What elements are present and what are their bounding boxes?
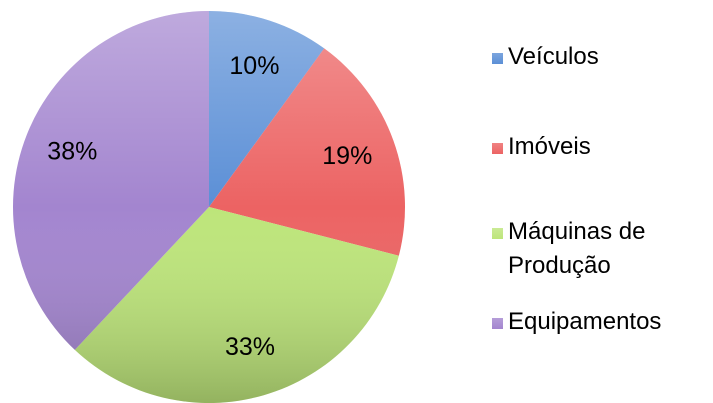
legend-label: Máquinas de Produção [508, 218, 646, 279]
legend-entry: Equipamentos [492, 305, 704, 339]
data-label: 19% [322, 142, 372, 170]
slice-shade [209, 11, 325, 207]
legend-swatch [492, 228, 503, 239]
slice-shade [74, 207, 399, 403]
legend-swatch [492, 53, 503, 64]
slice-shade [13, 11, 209, 350]
legend-entry: Veículos [492, 40, 704, 74]
legend-label: Imóveis [508, 133, 591, 160]
legend: Veículos Imóveis Máquinas de Produção Equip… [492, 0, 713, 403]
data-label: 38% [47, 137, 97, 165]
data-label: 10% [229, 52, 279, 80]
slice-shade [209, 48, 405, 256]
legend-swatch [492, 143, 503, 154]
data-label: 33% [225, 333, 275, 361]
legend-label: Equipamentos [508, 308, 662, 335]
legend-label: Veículos [508, 43, 599, 70]
legend-entry: Imóveis [492, 130, 704, 164]
legend-entry: Máquinas de Produção [492, 215, 704, 283]
legend-swatch [492, 318, 503, 329]
